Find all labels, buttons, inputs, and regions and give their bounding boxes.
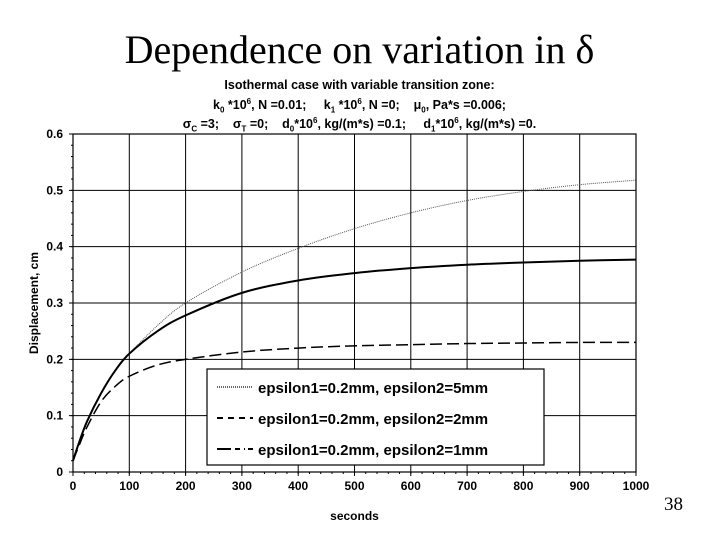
x-tick-label: 200	[176, 479, 196, 493]
series-line-2	[72, 258, 637, 462]
subtitle-text: *10	[224, 98, 247, 113]
subtitle-text: , kg/(m*s) =0.	[458, 117, 537, 132]
slide-title: Dependence on variation in δ	[124, 27, 595, 72]
x-tick-label: 0	[70, 479, 77, 493]
chart-subtitle-line-3: σC =3; σT =0; d0*106, kg/(m*s) =0.1; d1*…	[0, 116, 719, 134]
subtitle-text: =0; d	[246, 117, 290, 132]
x-tick-label: 700	[457, 479, 477, 493]
subtitle-text: 6	[313, 116, 318, 125]
x-tick-label: 1000	[623, 479, 650, 493]
y-tick-label: 0.5	[46, 183, 63, 197]
subtitle-text: 6	[357, 97, 362, 106]
legend-label: epsilon1=0.2mm, epsilon2=2mm	[258, 411, 488, 428]
legend-box	[206, 368, 545, 466]
subtitle-text: σ	[182, 117, 192, 132]
y-tick-label: 0	[56, 465, 63, 479]
x-tick-label: 500	[344, 479, 364, 493]
legend-label: epsilon1=0.2mm, epsilon2=1mm	[258, 442, 488, 459]
y-tick-label: 0.1	[46, 409, 63, 423]
subtitle-text: 1	[431, 124, 436, 134]
x-tick-label: 600	[401, 479, 421, 493]
subtitle-text: 6	[454, 116, 459, 125]
subtitle-text: 6	[246, 97, 252, 106]
subtitle-text: 1	[330, 105, 336, 115]
subtitle-text: T	[241, 124, 247, 134]
subtitle-text: 0	[219, 105, 225, 115]
x-tick-label: 800	[513, 479, 533, 493]
y-tick-label: 0.2	[46, 352, 63, 366]
subtitle-text: *10	[335, 98, 358, 113]
subtitle-text: 0	[289, 124, 295, 134]
subtitle-text: *10	[294, 117, 314, 132]
subtitle-text: C	[191, 124, 198, 134]
x-axis-label: seconds	[330, 509, 379, 523]
series-line-3	[72, 341, 637, 462]
y-axis-label: Displacement, cm	[27, 252, 41, 354]
chart-subtitle-line-2: k0 *106, N =0.01; k1 *106, N =0; μ0, Pa*…	[0, 97, 719, 115]
subtitle-text: , kg/(m*s) =0.1; d	[317, 117, 432, 132]
chart-subtitle-line-1: Isothermal case with variable transition…	[0, 78, 719, 92]
x-tick-label: 400	[288, 479, 308, 493]
subtitle-text: Isothermal case with variable transition…	[224, 78, 495, 92]
subtitle-text: *10	[435, 117, 455, 132]
subtitle-text: , N =0; μ	[361, 98, 422, 113]
subtitle-text: 0	[421, 105, 426, 115]
y-tick-label: 0.6	[46, 127, 63, 141]
legend-label: epsilon1=0.2mm, epsilon2=5mm	[258, 380, 488, 397]
y-tick-label: 0.3	[46, 296, 63, 310]
page-number: 38	[664, 494, 683, 515]
x-tick-label: 900	[570, 479, 590, 493]
plot-frame	[72, 133, 637, 473]
x-tick-label: 300	[232, 479, 252, 493]
x-tick-label: 100	[119, 479, 139, 493]
y-tick-label: 0.4	[46, 240, 63, 254]
subtitle-text: k	[213, 98, 220, 113]
subtitle-text: =3; σ	[197, 117, 242, 132]
subtitle-text: , Pa*s =0.006;	[425, 98, 506, 113]
subtitle-text: , N =0.01; k	[251, 98, 331, 113]
